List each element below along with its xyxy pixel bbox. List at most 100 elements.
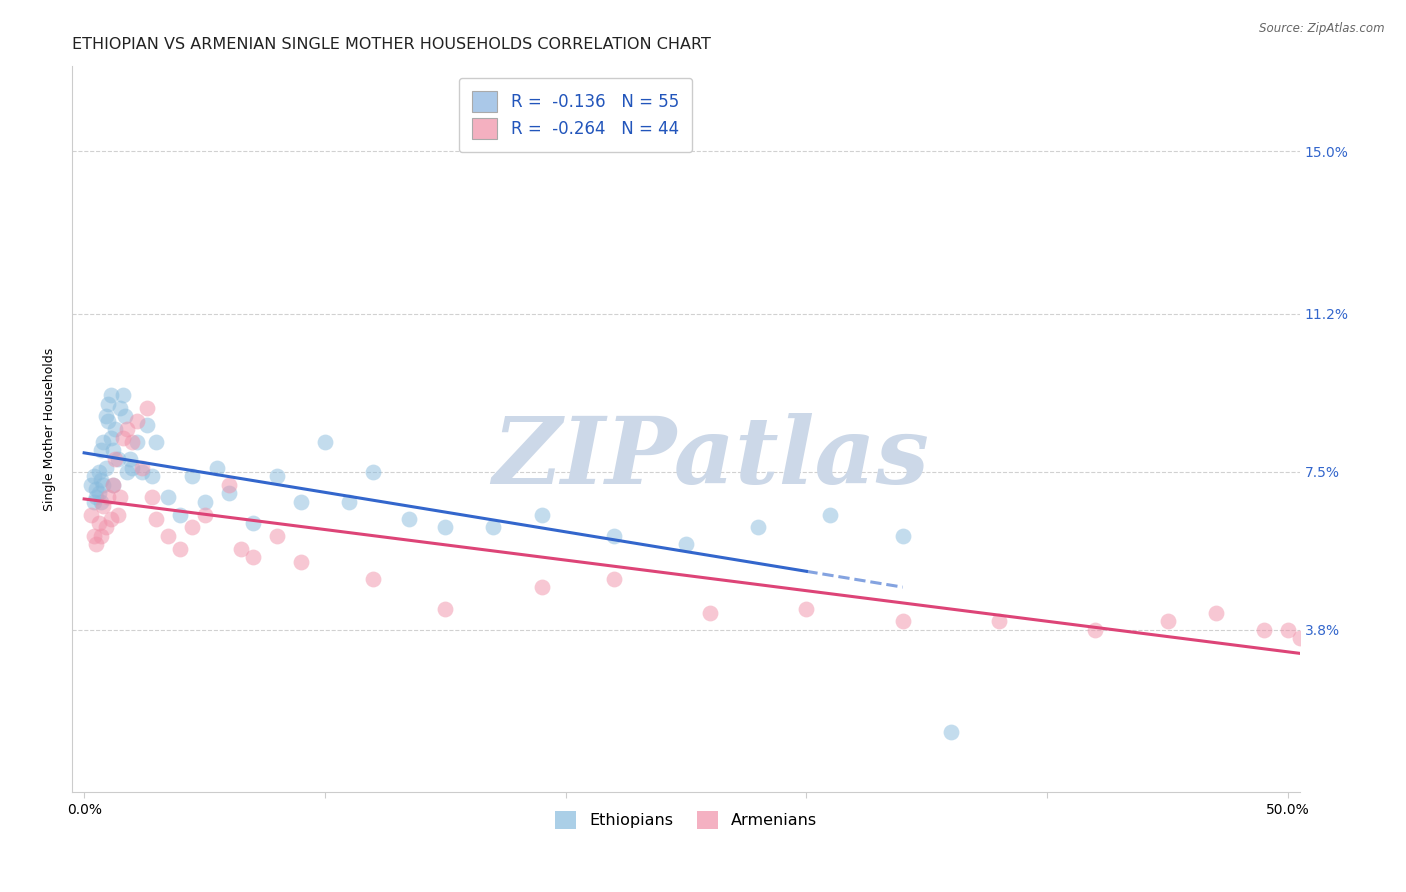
Point: [84, 537, 107, 551]
Text: ZIPatlas: ZIPatlas: [492, 413, 929, 503]
Point: [117, 422, 139, 436]
Y-axis label: Single Mother Households: Single Mother Households: [44, 348, 56, 511]
Point: [675, 537, 697, 551]
Point: [314, 434, 336, 449]
Point: [169, 541, 191, 556]
Point: [145, 434, 167, 449]
Point: [205, 460, 228, 475]
Text: Source: ZipAtlas.com: Source: ZipAtlas.com: [1260, 22, 1385, 36]
Point: [87, 516, 110, 530]
Point: [131, 460, 153, 475]
Point: [93, 434, 115, 449]
Point: [80, 508, 103, 522]
Point: [1253, 623, 1275, 637]
Point: [87, 465, 110, 479]
Point: [181, 520, 204, 534]
Point: [131, 465, 153, 479]
Point: [361, 572, 384, 586]
Point: [90, 529, 112, 543]
Point: [80, 477, 103, 491]
Point: [87, 486, 110, 500]
Point: [218, 486, 240, 500]
Point: [361, 465, 384, 479]
Point: [1205, 606, 1227, 620]
Point: [229, 541, 252, 556]
Point: [104, 452, 127, 467]
Point: [84, 491, 107, 505]
Point: [93, 499, 115, 513]
Point: [939, 725, 962, 739]
Point: [83, 469, 105, 483]
Point: [157, 529, 180, 543]
Point: [530, 580, 553, 594]
Point: [434, 520, 457, 534]
Point: [101, 443, 124, 458]
Point: [1156, 615, 1178, 629]
Point: [101, 477, 124, 491]
Point: [121, 460, 143, 475]
Point: [157, 491, 180, 505]
Point: [90, 443, 112, 458]
Point: [97, 414, 120, 428]
Point: [820, 508, 842, 522]
Point: [97, 491, 120, 505]
Point: [100, 388, 122, 402]
Point: [1084, 623, 1107, 637]
Point: [118, 452, 141, 467]
Point: [135, 401, 157, 415]
Point: [83, 529, 105, 543]
Point: [988, 615, 1011, 629]
Point: [181, 469, 204, 483]
Point: [141, 469, 163, 483]
Point: [603, 529, 626, 543]
Point: [127, 434, 149, 449]
Point: [603, 572, 626, 586]
Point: [104, 422, 127, 436]
Point: [145, 512, 167, 526]
Point: [337, 495, 360, 509]
Point: [169, 508, 191, 522]
Point: [127, 414, 149, 428]
Point: [110, 401, 132, 415]
Point: [1289, 632, 1312, 646]
Point: [93, 477, 115, 491]
Point: [796, 601, 818, 615]
Point: [193, 508, 215, 522]
Point: [141, 491, 163, 505]
Point: [107, 508, 129, 522]
Text: ETHIOPIAN VS ARMENIAN SINGLE MOTHER HOUSEHOLDS CORRELATION CHART: ETHIOPIAN VS ARMENIAN SINGLE MOTHER HOUS…: [72, 37, 711, 53]
Point: [398, 512, 420, 526]
Point: [1277, 623, 1299, 637]
Point: [84, 482, 107, 496]
Point: [218, 477, 240, 491]
Point: [111, 431, 134, 445]
Point: [114, 409, 136, 424]
Point: [100, 431, 122, 445]
Point: [90, 474, 112, 488]
Point: [530, 508, 553, 522]
Point: [110, 491, 132, 505]
Point: [107, 452, 129, 467]
Point: [891, 615, 914, 629]
Point: [266, 469, 288, 483]
Legend: Ethiopians, Armenians: Ethiopians, Armenians: [550, 805, 823, 835]
Point: [111, 388, 134, 402]
Point: [290, 555, 312, 569]
Point: [121, 434, 143, 449]
Point: [94, 460, 117, 475]
Point: [434, 601, 457, 615]
Point: [97, 396, 120, 410]
Point: [242, 516, 264, 530]
Point: [747, 520, 769, 534]
Point: [290, 495, 312, 509]
Point: [266, 529, 288, 543]
Point: [482, 520, 505, 534]
Point: [94, 409, 117, 424]
Point: [100, 512, 122, 526]
Point: [117, 465, 139, 479]
Point: [242, 550, 264, 565]
Point: [83, 495, 105, 509]
Point: [891, 529, 914, 543]
Point: [135, 417, 157, 432]
Point: [94, 520, 117, 534]
